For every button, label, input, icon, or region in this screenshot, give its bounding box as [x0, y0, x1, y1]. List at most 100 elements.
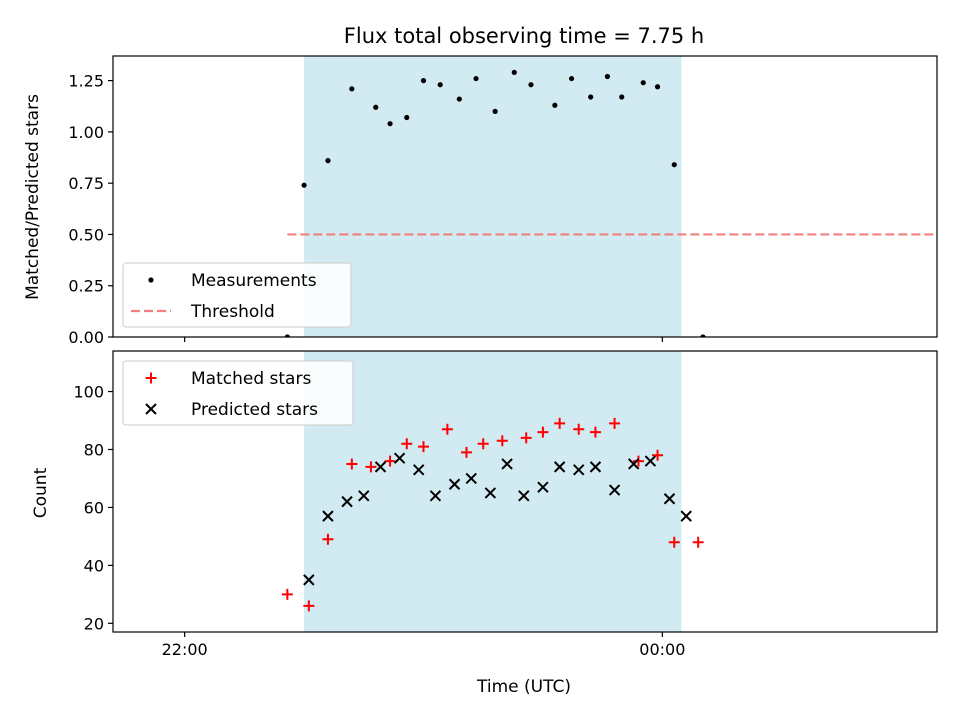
matched-stars-point-6 [401, 438, 413, 450]
predicted-stars-point-4 [374, 461, 387, 473]
legend-box [122, 262, 352, 328]
matched-stars-point-9 [460, 446, 472, 458]
measurements-point-9 [456, 96, 462, 102]
predicted-stars-point-13 [537, 481, 549, 493]
y-tick-label-1: 0.25 [68, 277, 104, 296]
predicted-stars-point-18 [627, 458, 640, 470]
measurements-point-7 [420, 78, 427, 84]
matched-stars-point-17 [609, 417, 621, 429]
legend-marker-matched-stars [145, 372, 157, 384]
y-tick-label-2: 60 [84, 498, 104, 517]
axes-frame [112, 55, 938, 338]
y-tick-label-3: 0.75 [68, 174, 104, 193]
measurements-point-5 [387, 121, 393, 127]
matched-stars-point-13 [537, 426, 549, 438]
measurements-point-21 [671, 162, 677, 168]
shaded-interval-0 [304, 56, 682, 337]
predicted-stars-point-14 [553, 461, 566, 473]
predicted-stars-point-8 [448, 478, 461, 490]
predicted-stars-point-20 [663, 493, 676, 505]
predicted-stars-point-6 [413, 464, 425, 476]
predicted-stars-point-19 [644, 455, 657, 467]
matched-stars-point-20 [668, 536, 680, 548]
legend-marker-predicted-stars [145, 403, 157, 415]
measurements-point-2 [325, 158, 331, 164]
predicted-stars-point-16 [589, 461, 602, 473]
measurements-point-15 [568, 75, 575, 82]
y-tick-label-4: 100 [73, 383, 104, 402]
matched-stars-point-5 [384, 455, 396, 467]
legend-label-threshold: Threshold [190, 302, 275, 322]
predicted-stars-point-5 [393, 452, 406, 464]
legend-marker-measurements [148, 277, 154, 283]
matched-stars-point-2 [322, 533, 334, 545]
y-tick-label-1: 40 [84, 556, 104, 575]
measurements-point-6 [404, 114, 410, 121]
matched-stars-point-12 [520, 432, 532, 444]
legend-label-matched-stars: Matched stars [191, 369, 311, 389]
measurements-point-19 [640, 80, 646, 86]
predicted-stars-point-7 [429, 490, 442, 502]
measurements-point-22 [700, 334, 706, 337]
count-panel: 2040608010022:0000:0002:0004:0006:0008:0… [73, 350, 938, 659]
predicted-stars-point-1 [322, 510, 334, 522]
legend: Matched stars Predicted stars [122, 360, 354, 426]
measurements-point-8 [437, 82, 443, 88]
measurements-point-12 [511, 69, 517, 76]
predicted-stars-point-21 [680, 510, 692, 522]
axes-frame [112, 350, 938, 633]
matched-stars-point-1 [303, 600, 315, 612]
legend-box [122, 360, 354, 426]
measurements-point-0 [284, 334, 290, 337]
y-tick-label-5: 1.25 [68, 72, 104, 91]
matched-stars-point-3 [346, 458, 358, 470]
predicted-stars-point-12 [518, 490, 530, 502]
y-tick-label-0: 0.00 [68, 328, 104, 347]
measurements-point-18 [619, 94, 625, 100]
measurements-point-4 [373, 104, 379, 110]
predicted-stars-point-10 [484, 487, 497, 499]
predicted-stars-point-15 [573, 464, 585, 476]
y-tick-label-4: 1.00 [68, 123, 104, 142]
matched-stars-point-18 [632, 455, 644, 467]
measurements-point-20 [654, 84, 661, 90]
plot-area [281, 351, 704, 632]
matched-stars-point-16 [589, 426, 601, 438]
y-tick-label-0: 20 [84, 614, 104, 633]
y-tick-label-2: 0.50 [68, 225, 104, 244]
predicted-stars-point-11 [501, 458, 513, 470]
matched-stars-point-21 [692, 536, 704, 548]
measurements-point-14 [552, 102, 558, 108]
matched-stars-point-19 [652, 449, 664, 461]
matched-stars-point-14 [554, 417, 566, 429]
predicted-stars-point-9 [465, 472, 477, 485]
measurements-point-11 [492, 108, 498, 114]
x-axis-label: Time (UTC) [476, 677, 571, 697]
predicted-stars-point-3 [358, 490, 370, 502]
matched-stars-point-10 [477, 438, 489, 450]
ratio-panel: 0.00 0.25 0.50 0.75 1.00 1.25 Measurements Thre… [68, 55, 938, 347]
measurements-point-13 [528, 82, 534, 88]
chart-title: Flux total observing time = 7.75 h [344, 24, 704, 48]
matched-stars-point-8 [441, 423, 453, 435]
measurements-point-1 [301, 182, 307, 188]
measurements-point-3 [349, 86, 355, 92]
matched-stars-point-4 [365, 461, 377, 473]
x-tick-label-0: 22:00 [162, 640, 208, 659]
predicted-stars-point-17 [608, 484, 621, 496]
legend-label-measurements: Measurements [191, 271, 317, 291]
y-axis-label-count: Count [31, 467, 51, 518]
measurements-point-16 [588, 94, 594, 100]
x-tick-label-1: 00:00 [639, 640, 685, 659]
plot-area [284, 56, 937, 337]
measurements-point-17 [604, 73, 611, 80]
legend-label-predicted-stars: Predicted stars [191, 400, 318, 420]
matched-stars-point-11 [496, 435, 508, 447]
matched-stars-point-0 [281, 588, 293, 600]
legend: Measurements Threshold [122, 262, 352, 328]
matched-stars-point-15 [573, 423, 585, 435]
y-axis-label-ratio: Matched/Predicted stars [23, 94, 43, 300]
matched-stars-point-7 [417, 441, 429, 453]
y-tick-label-3: 80 [84, 440, 104, 459]
